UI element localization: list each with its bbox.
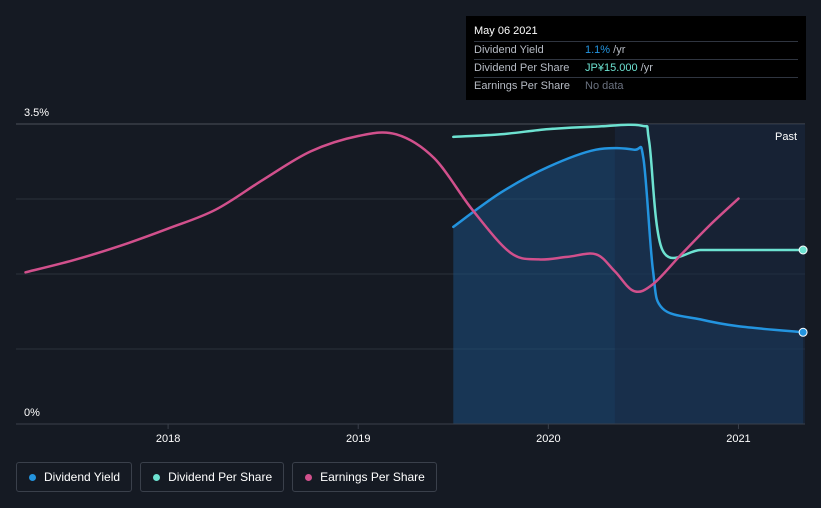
legend-label: Dividend Yield	[44, 470, 121, 484]
legend-dot	[305, 473, 313, 481]
dividend-per-share-line	[452, 123, 805, 260]
tooltip-value: No data	[585, 80, 624, 92]
x-tick-label: 2019	[346, 433, 370, 445]
legend-label: Dividend Per Share	[168, 470, 273, 484]
tooltip-row-earnings-per-share: Earnings Per Share No data	[474, 78, 798, 95]
hover-tooltip: May 06 2021 Dividend Yield 1.1% /yr Divi…	[466, 16, 806, 100]
end-markers	[798, 245, 808, 337]
tooltip-row-dividend-per-share: Dividend Per Share JP¥15.000 /yr	[474, 60, 798, 78]
x-tick-label: 2018	[156, 433, 180, 445]
y-tick-label: 3.5%	[24, 107, 49, 119]
tooltip-label: Dividend Per Share	[474, 62, 570, 74]
dividend-yield-end-marker	[798, 327, 808, 337]
tooltip-label: Dividend Yield	[474, 44, 544, 56]
legend-item-dividend-yield[interactable]: Dividend Yield	[16, 462, 133, 492]
dividend-yield-line	[452, 145, 805, 334]
tooltip-value: JP¥15.000 /yr	[585, 62, 653, 74]
x-tick-label: 2021	[726, 433, 750, 445]
past-region: Past	[614, 124, 805, 424]
axes: 3.5% 0% 2018 2019 2020 2021	[16, 107, 805, 445]
legend-label: Earnings Per Share	[320, 470, 425, 484]
legend-dot	[153, 473, 161, 481]
legend-item-earnings-per-share[interactable]: Earnings Per Share	[292, 462, 437, 492]
series-lines	[24, 123, 805, 334]
dividend-per-share-end-marker	[798, 245, 808, 255]
past-shade	[614, 124, 805, 424]
tooltip-date: May 06 2021	[474, 23, 798, 42]
past-label: Past	[775, 131, 797, 143]
tooltip-row-dividend-yield: Dividend Yield 1.1% /yr	[474, 42, 798, 60]
y-tick-label: 0%	[24, 407, 40, 419]
earnings-per-share-line	[24, 131, 740, 294]
legend-dot	[29, 473, 36, 481]
legend-item-dividend-per-share[interactable]: Dividend Per Share	[140, 462, 285, 492]
tooltip-value: 1.1% /yr	[585, 44, 626, 56]
chart-legend: Dividend Yield Dividend Per Share Earnin…	[16, 462, 437, 492]
tooltip-label: Earnings Per Share	[474, 80, 570, 92]
x-tick-label: 2020	[536, 433, 560, 445]
